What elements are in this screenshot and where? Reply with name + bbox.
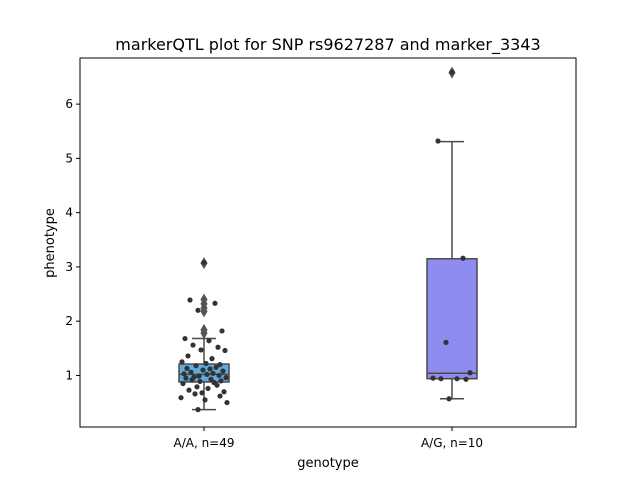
data-point-0-47 — [224, 399, 230, 406]
box-1 — [426, 258, 478, 380]
data-point-0-19 — [207, 366, 213, 372]
data-point-1-6 — [454, 376, 460, 382]
data-point-1-5 — [430, 375, 436, 381]
data-point-1-9 — [446, 396, 452, 402]
data-point-0-22 — [188, 369, 194, 375]
data-point-0-24 — [181, 371, 187, 377]
y-tick-label-2: 3 — [65, 260, 73, 274]
x-tick-label-0: A/A, n=49 — [173, 436, 234, 450]
data-point-0-2 — [212, 300, 218, 306]
data-point-0-15 — [217, 361, 223, 368]
data-point-0-1 — [187, 297, 193, 303]
data-point-0-44 — [217, 393, 223, 399]
data-point-0-20 — [200, 367, 206, 373]
data-point-0-8 — [215, 344, 221, 350]
data-point-1-8 — [463, 376, 469, 382]
data-point-0-5 — [182, 335, 188, 342]
y-tick-label-3: 4 — [65, 206, 73, 220]
data-point-0-0 — [201, 259, 207, 266]
data-point-0-46 — [202, 397, 208, 403]
data-point-0-25 — [204, 371, 210, 377]
outlier-0-1 — [200, 323, 208, 336]
data-point-0-48 — [195, 407, 201, 413]
data-point-0-27 — [196, 373, 202, 379]
data-point-0-42 — [199, 390, 205, 396]
outlier-0-5 — [200, 293, 208, 306]
data-point-0-10 — [222, 347, 228, 354]
data-point-1-1 — [435, 138, 441, 144]
y-axis-label: phenotype — [43, 208, 58, 278]
data-point-0-41 — [221, 389, 227, 395]
data-point-0-33 — [218, 378, 224, 384]
data-point-0-36 — [180, 380, 186, 387]
data-point-0-18 — [184, 365, 190, 371]
axes-frame — [79, 57, 577, 428]
data-point-0-26 — [216, 372, 222, 379]
data-point-0-38 — [194, 384, 200, 390]
data-point-0-39 — [205, 385, 211, 392]
y-tick-label-1: 2 — [65, 314, 73, 328]
data-point-0-12 — [209, 356, 215, 362]
data-point-0-4 — [219, 328, 225, 334]
data-point-0-21 — [220, 368, 226, 374]
data-point-0-30 — [183, 375, 189, 381]
data-point-0-16 — [193, 363, 199, 369]
data-point-0-29 — [223, 375, 229, 381]
data-point-0-6 — [206, 338, 212, 344]
data-point-0-9 — [198, 347, 204, 353]
data-point-1-2 — [460, 255, 466, 261]
data-point-0-40 — [186, 387, 192, 393]
data-point-0-45 — [178, 395, 184, 401]
data-point-0-34 — [197, 378, 203, 385]
data-point-0-32 — [189, 377, 195, 383]
data-point-0-14 — [203, 360, 209, 367]
plot-area: 1 2 3 4 5 6 A/A, n=49 A/G, n=10 — [65, 57, 577, 450]
box-group-0 — [178, 257, 230, 413]
data-point-1-4 — [467, 370, 473, 376]
x-tick-label-1: A/G, n=10 — [421, 436, 483, 450]
y-tick-label-5: 6 — [65, 97, 73, 111]
box-group-1 — [426, 66, 478, 402]
data-point-1-0 — [449, 69, 455, 75]
data-point-0-23 — [210, 370, 216, 376]
y-tick-label-0: 1 — [65, 368, 73, 382]
data-point-0-43 — [192, 391, 198, 397]
chart-title: markerQTL plot for SNP rs9627287 and mar… — [115, 35, 540, 55]
data-point-1-7 — [438, 376, 444, 382]
data-point-1-3 — [443, 339, 449, 345]
data-point-0-37 — [214, 382, 220, 388]
data-point-0-11 — [185, 353, 191, 359]
x-axis-label: genotype — [297, 456, 358, 471]
y-tick-label-4: 5 — [65, 151, 73, 165]
data-point-0-13 — [179, 359, 185, 365]
data-point-0-17 — [213, 364, 219, 370]
data-point-0-3 — [195, 307, 201, 313]
data-point-0-7 — [190, 342, 196, 348]
